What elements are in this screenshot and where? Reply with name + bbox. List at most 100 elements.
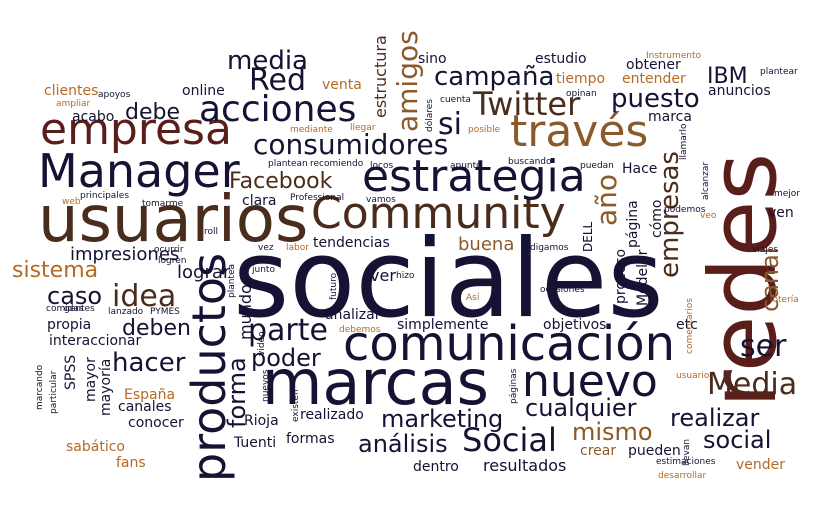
word-formas: formas: [286, 431, 335, 447]
word-dentro: dentro: [413, 459, 459, 475]
word-principales: principales: [80, 191, 130, 201]
word-rioja: Rioja: [244, 413, 279, 429]
word-social-cap: Social: [462, 421, 557, 459]
word-particular: particular: [49, 370, 59, 414]
word-mediante: mediante: [290, 125, 333, 135]
word-ocurrir: ocurrir: [154, 245, 184, 255]
word-asi: Así: [466, 293, 480, 303]
word-sabatico: sabático: [66, 439, 125, 455]
word-si: si: [438, 107, 462, 142]
word-recomiendo: recomiendo: [310, 159, 364, 169]
word-sistema: sistema: [12, 258, 99, 283]
word-mismo: mismo: [572, 418, 653, 446]
word-media-cap: Media: [707, 367, 798, 402]
word-dell: DELL: [581, 221, 595, 252]
word-marketing: marketing: [381, 405, 504, 433]
word-community: Community: [311, 188, 566, 239]
word-labor: labor: [286, 243, 309, 253]
word-analisis: análisis: [358, 430, 448, 458]
word-nuevo: nuevo: [522, 356, 658, 407]
word-buscando: buscando: [508, 157, 552, 167]
word-comidas: comidas: [46, 304, 84, 314]
word-cuenta: cuenta: [440, 95, 471, 105]
word-proceso: proceso: [613, 248, 629, 304]
word-anuncios: anuncios: [708, 83, 771, 99]
word-roll: roll: [204, 227, 219, 237]
word-plantean: plantean: [268, 159, 308, 169]
word-estructura: estructura: [371, 35, 390, 118]
word-simplemente: simplemente: [397, 317, 489, 333]
word-vez: vez: [258, 243, 274, 253]
word-parte: parte: [248, 313, 328, 348]
word-apunto: apunto: [450, 161, 482, 171]
word-web: web: [62, 197, 81, 207]
word-crear: crear: [580, 443, 617, 459]
word-pueden: pueden: [628, 443, 681, 459]
word-buena: buena: [458, 234, 515, 255]
word-futuro: futuro: [329, 272, 339, 300]
word-posible: posible: [468, 125, 501, 135]
word-loteria: lotería: [770, 295, 799, 305]
word-modeler: Modeler: [635, 249, 651, 306]
word-deben: deben: [122, 316, 191, 341]
word-digamos: digamos: [530, 243, 569, 253]
word-marca: marca: [648, 109, 692, 125]
word-pymes: PYMES: [150, 307, 180, 317]
word-estrategia: estrategia: [362, 151, 586, 202]
word-fans: fans: [116, 455, 146, 471]
word-lograr: lograr: [177, 262, 231, 283]
word-usuarios: usuarios: [38, 183, 309, 257]
word-professional: Professional: [290, 193, 345, 203]
word-usuario: usuario: [676, 371, 710, 381]
word-mayoria: mayoría: [98, 358, 114, 416]
word-puesto: puesto: [611, 84, 700, 114]
word-facebook: Facebook: [229, 169, 333, 194]
word-pagina: página: [625, 200, 641, 248]
word-acabo: acabo: [72, 109, 115, 125]
word-analizar: analizar: [325, 307, 381, 323]
word-hacer: hacer: [112, 348, 186, 378]
word-hace: Hace: [622, 161, 658, 177]
word-empresa: empresa: [40, 104, 232, 155]
word-gentes: gentes: [64, 304, 95, 314]
word-impresiones: impresiones: [70, 244, 180, 265]
word-mejor: mejor: [774, 189, 801, 199]
word-spss: SPSS: [63, 354, 79, 390]
word-junto: junto: [252, 265, 275, 275]
word-cualquier: cualquier: [525, 394, 637, 422]
word-llegar: llegar: [350, 123, 376, 133]
word-ven: ven: [768, 205, 794, 221]
word-puedan: puedan: [580, 161, 614, 171]
word-ibm: IBM: [707, 64, 748, 89]
word-caso: caso: [47, 282, 103, 310]
word-amigos: amigos: [391, 30, 424, 132]
word-entender: entender: [622, 71, 686, 87]
word-ser: ser: [740, 329, 787, 364]
word-plantea: plantea: [227, 263, 237, 298]
word-etc: etc: [676, 317, 698, 333]
word-existen: existen: [291, 389, 301, 422]
word-clientes: clientes: [44, 83, 99, 99]
word-comentarios: comentarios: [685, 298, 695, 354]
word-estimaciones: estimaciones: [656, 457, 716, 467]
word-mayor: mayor: [83, 357, 99, 402]
word-conocer: conocer: [128, 415, 184, 431]
word-comunicacion: comunicación: [343, 316, 676, 372]
word-idea: idea: [112, 279, 177, 314]
word-marcando: marcando: [35, 364, 45, 410]
word-opinan: opinan: [566, 89, 597, 99]
word-tendencias: tendencias: [313, 235, 390, 251]
word-podemos: podemos: [664, 205, 706, 215]
word-propia: propia: [47, 317, 92, 333]
word-objetivos: objetivos: [543, 317, 607, 333]
word-desarrollar: desarrollar: [658, 471, 707, 481]
word-locos: locos: [370, 161, 394, 171]
word-consumidores: consumidores: [253, 128, 449, 161]
word-vender: vender: [736, 457, 786, 473]
word-obtener: obtener: [626, 57, 681, 73]
word-acciones: acciones: [199, 89, 357, 130]
word-red: Red: [249, 63, 306, 98]
word-realizar: realizar: [670, 404, 760, 432]
word-interaccionar: interaccionar: [49, 333, 142, 349]
